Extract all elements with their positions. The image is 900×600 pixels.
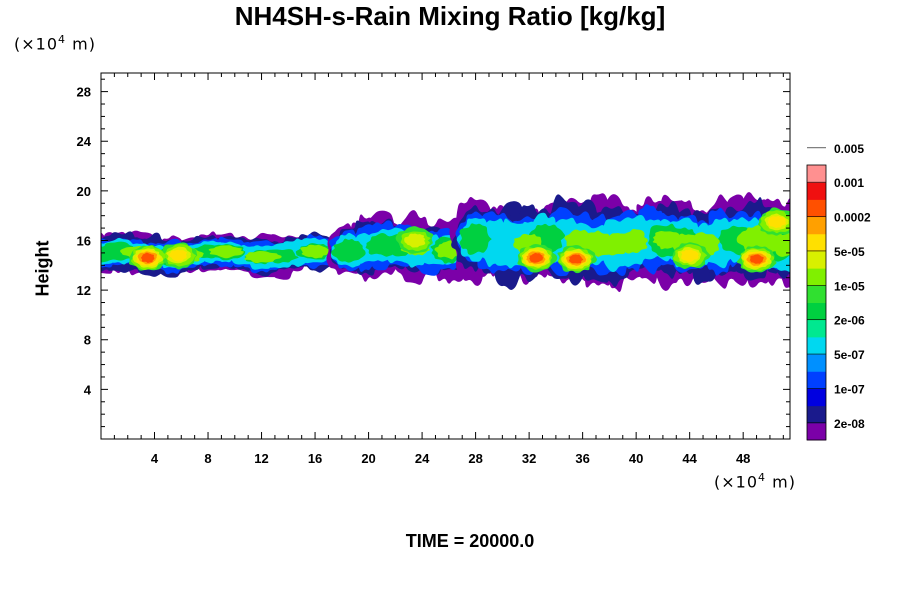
y-tick-label: 28 — [77, 85, 91, 100]
contour-fill — [244, 251, 282, 264]
contour-fill — [300, 244, 331, 259]
colorbar-swatch — [807, 405, 826, 424]
contour-peak — [681, 249, 699, 262]
x-tick-label: 32 — [522, 451, 536, 466]
x-tick-label: 36 — [575, 451, 589, 466]
y-axis-unit-label: (×104 m) — [14, 33, 96, 54]
colorbar-swatch — [807, 302, 826, 321]
plot-frame — [100, 72, 791, 440]
contour-fill — [331, 238, 366, 263]
x-tick-label: 48 — [736, 451, 750, 466]
x-tick-label: 20 — [361, 451, 375, 466]
mixing-ratio-field — [101, 192, 790, 293]
y-tick-label: 12 — [77, 283, 91, 298]
contour-peak — [749, 254, 764, 264]
y-tick-label: 8 — [84, 333, 91, 348]
colorbar-frame — [806, 164, 827, 441]
colorbar-swatch — [807, 354, 826, 372]
y-tick-label: 16 — [77, 233, 91, 248]
x-tick-label: 28 — [468, 451, 482, 466]
x-tick-label: 8 — [204, 451, 211, 466]
contour-peak — [767, 215, 786, 228]
colorbar-label: 0.001 — [834, 176, 864, 190]
x-tick-label: 16 — [308, 451, 322, 466]
colorbar-label: 2e-08 — [834, 417, 865, 431]
x-tick-label: 24 — [415, 451, 430, 466]
contour-peak — [169, 249, 188, 262]
colorbar-swatch — [807, 199, 826, 218]
colorbar-swatch — [807, 422, 826, 441]
contour-peak — [140, 252, 155, 263]
x-tick-label: 4 — [151, 451, 159, 466]
contour-fill — [459, 223, 492, 255]
x-axis: 4 8 12 16 20 24 28 32 36 40 44 48 — [113, 73, 784, 466]
x-axis-unit-label: (×104 m) — [714, 471, 796, 492]
colorbar-label: 1e-07 — [834, 382, 865, 396]
colorbar-swatch — [807, 250, 826, 269]
colorbar-swatch — [807, 336, 826, 355]
contour-fill — [208, 245, 245, 259]
colorbar-swatch — [807, 371, 826, 389]
colorbar-label: 0.0002 — [834, 211, 871, 225]
colorbar-label: 0.005 — [834, 142, 864, 156]
colorbar-swatch — [807, 268, 826, 286]
colorbar-label: 1e-05 — [834, 279, 865, 293]
colorbar: 2e-08 1e-07 5e-07 2e-06 1e-05 5e-05 0.0002 0.00… — [806, 142, 871, 441]
y-axis: 4 8 12 16 20 24 28 — [77, 78, 790, 428]
colorbar-label: 2e-06 — [834, 314, 865, 328]
y-tick-label: 4 — [84, 382, 92, 397]
chart-title: NH4SH-s-Rain Mixing Ratio [kg/kg] — [234, 1, 666, 31]
time-label: TIME = 20000.0 — [405, 531, 535, 551]
contour-peak — [404, 233, 426, 248]
colorbar-swatch — [807, 319, 826, 338]
x-tick-label: 12 — [254, 451, 268, 466]
colorbar-swatch — [807, 216, 826, 235]
x-tick-label: 44 — [682, 451, 697, 466]
colorbar-swatch — [807, 233, 826, 252]
contour-peak — [529, 252, 544, 263]
colorbar-swatch — [807, 182, 826, 200]
colorbar-swatch — [807, 285, 826, 303]
contour-fill — [618, 228, 648, 254]
contour-peak — [568, 254, 584, 264]
contour-fill — [771, 232, 790, 257]
x-tick-label: 40 — [629, 451, 643, 466]
y-tick-label: 20 — [77, 184, 91, 199]
colorbar-label: 5e-07 — [834, 348, 865, 362]
colorbar-swatch — [807, 388, 826, 407]
colorbar-label: 5e-05 — [834, 245, 865, 259]
y-tick-label: 24 — [77, 134, 92, 149]
colorbar-swatch — [807, 165, 826, 183]
